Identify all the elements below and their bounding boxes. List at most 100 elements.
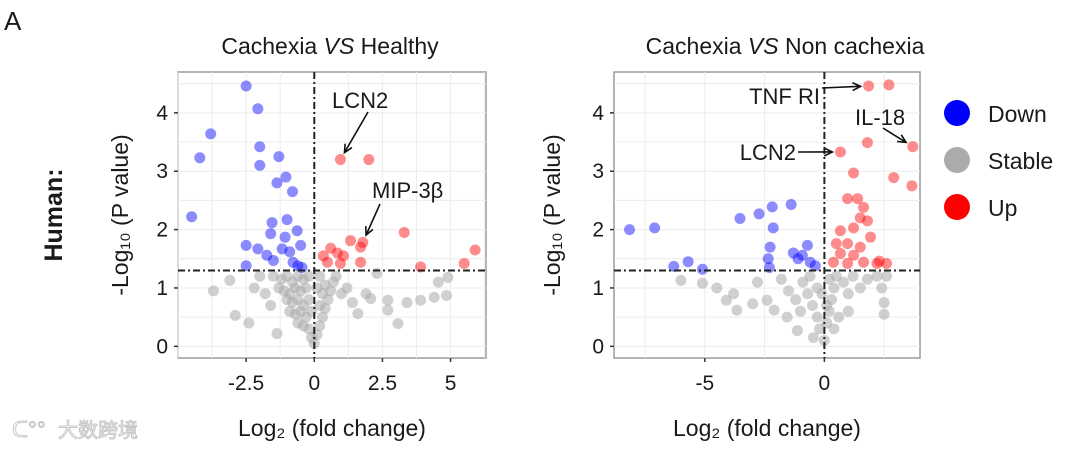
annotation-label: MIP-3β [372,178,443,203]
chart-title: Cachexia VS Non cachexia [646,33,925,59]
legend-label-stable: Stable [988,148,1053,174]
data-point-stable [842,288,854,300]
data-point-stable [783,285,795,297]
data-point-down [240,260,252,272]
data-point-stable [248,282,260,294]
data-point-stable [823,273,835,285]
data-point-up [325,242,337,254]
legend-label-up: Up [988,195,1017,221]
data-point-down [787,247,799,259]
chart-title-part: Non cachexia [779,33,925,59]
annotation-arrow [882,127,907,144]
data-point-down [753,208,765,220]
data-point-up [906,180,918,192]
data-point-up [861,137,873,149]
data-point-up [873,255,885,267]
data-point-stable [804,270,816,282]
data-point-up [363,154,375,166]
chart-title-part: Cachexia [646,33,748,59]
data-point-up [334,257,346,269]
data-point-down [682,256,694,268]
data-point-stable [761,294,773,306]
data-point-up [842,193,854,205]
data-point-stable [352,308,364,320]
panel-label: A [4,6,22,36]
data-point-stable [365,292,377,304]
y-tick-label: 1 [156,277,168,300]
data-point-up [469,244,481,256]
data-point-stable [821,299,833,311]
data-point-down [796,249,808,261]
data-point-down [696,263,708,275]
data-point-stable [382,294,394,306]
data-point-up [863,80,875,92]
x-tick-label: 5 [445,372,457,395]
data-point-up [355,241,367,253]
data-point-stable [415,294,427,306]
data-point-stable [828,323,840,335]
x-tick-label: 2.5 [368,372,397,395]
y-tick-label: 1 [592,277,604,300]
legend-swatch-up [944,194,970,220]
data-point-stable [720,294,732,306]
data-point-up [871,257,883,269]
arrowhead-icon [823,147,835,157]
data-point-stable [881,270,893,282]
annotation-arrow [365,203,381,236]
data-point-stable [811,311,823,323]
data-point-stable [838,276,849,288]
data-point-down [287,256,299,268]
data-point-stable [243,317,255,329]
data-point-up [883,79,895,91]
data-point-stable [254,270,266,282]
data-point-down [273,151,285,163]
data-point-down [792,253,804,265]
plot-panel [177,71,487,359]
data-point-up [357,236,369,248]
data-point-stable [392,318,404,330]
data-point-down [254,141,266,153]
annotation-label: LCN2 [740,140,796,165]
data-point-stable [847,270,859,282]
data-point-down [766,201,778,213]
data-point-stable [314,270,326,282]
y-tick-label: 3 [592,160,604,183]
data-point-stable [728,288,740,300]
data-point-down [266,217,278,229]
annotation-arrow [821,85,861,89]
x-tick-label: 0 [308,372,320,395]
row-label: Human: [40,168,68,261]
data-point-down [734,213,746,225]
data-point-stable [878,297,890,309]
data-point-up [355,256,367,268]
annotation-label: LCN2 [332,88,388,113]
data-point-stable [314,299,326,311]
data-point-stable [319,279,331,291]
data-point-down [809,260,821,272]
data-point-up [865,231,877,243]
data-point-stable [861,273,873,285]
data-point-stable [731,304,743,316]
data-point-up [848,249,860,261]
data-point-stable [791,325,803,337]
data-point-stable [224,274,236,286]
data-point-down [668,260,680,272]
watermark: ᑕ°° 大数跨境 [12,417,139,443]
data-point-stable [794,305,806,317]
data-point-stable [818,334,830,346]
data-point-stable [871,270,883,282]
data-point-stable [802,288,814,300]
data-point-up [852,193,864,205]
chart-title: Cachexia VS Healthy [221,33,439,59]
data-point-down [804,256,816,268]
chart-title-part: VS [748,33,779,59]
annotation-label: TNF RI [749,84,820,109]
data-point-up [854,212,866,224]
data-point-up [834,225,846,237]
data-point-up [848,167,860,179]
data-point-stable [303,323,315,335]
data-point-down [284,246,296,258]
data-point-stable [751,276,763,288]
data-point-stable [440,290,452,302]
